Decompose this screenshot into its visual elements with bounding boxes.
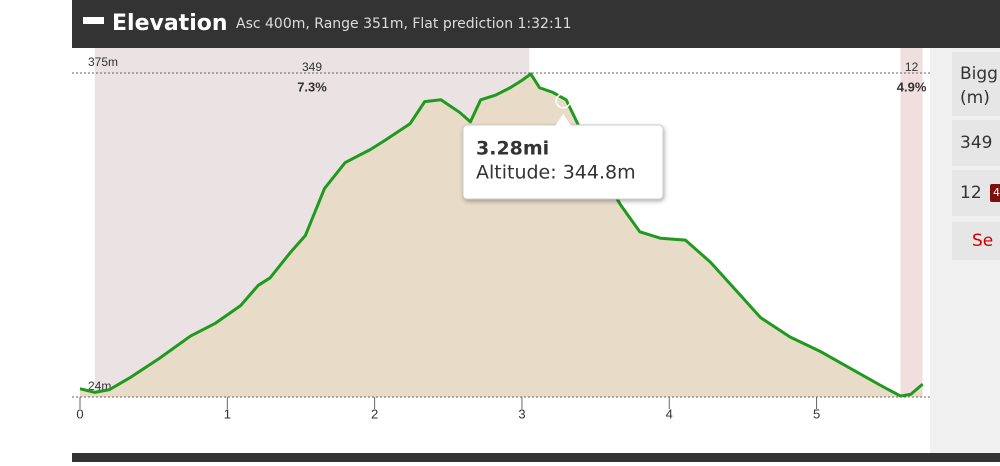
header-title: Elevation [112, 11, 228, 36]
y-tick-label: 375m [88, 55, 118, 69]
x-tick-label: 3 [518, 406, 525, 421]
panel-row [952, 120, 1000, 166]
panel-header-cell [952, 52, 1000, 116]
x-tick-label: 0 [76, 406, 83, 421]
area-fill [80, 73, 923, 397]
header-subtitle: Asc 400m, Range 351m, Flat prediction 1:… [236, 16, 571, 32]
badge-text: 4 [993, 186, 1000, 199]
header-bar [72, 0, 1000, 48]
x-tick-label: 5 [813, 406, 820, 421]
x-tick-label: 4 [666, 406, 673, 421]
panel-value: 12 [960, 183, 982, 203]
hover-point [555, 93, 571, 109]
panel-value: 349 [960, 133, 992, 153]
collapse-icon[interactable] [83, 17, 104, 24]
segment-gain: 349 [302, 60, 322, 74]
panel-header: (m) [960, 88, 990, 108]
panel-header: Bigg [960, 64, 998, 84]
tooltip-title: 3.28mi [476, 138, 549, 160]
panel-link-cell[interactable] [952, 222, 1000, 260]
segment-grade: 7.3% [297, 79, 327, 94]
tooltip-text: Altitude: 344.8m [476, 162, 636, 184]
side-panel: Bigg (m) 349 12 4 Se [952, 52, 1000, 260]
tooltip-pointer [555, 114, 572, 126]
elevation-line [79, 72, 924, 398]
panel-link[interactable]: Se [972, 231, 993, 251]
segment-grade: 4.9% [897, 79, 927, 94]
x-tick-label: 1 [224, 406, 231, 421]
badge [990, 184, 1000, 202]
climb-segment [900, 48, 923, 397]
footer-bar [72, 453, 1000, 462]
segment-gain: 12 [905, 60, 919, 74]
x-tick-label: 2 [371, 406, 378, 421]
